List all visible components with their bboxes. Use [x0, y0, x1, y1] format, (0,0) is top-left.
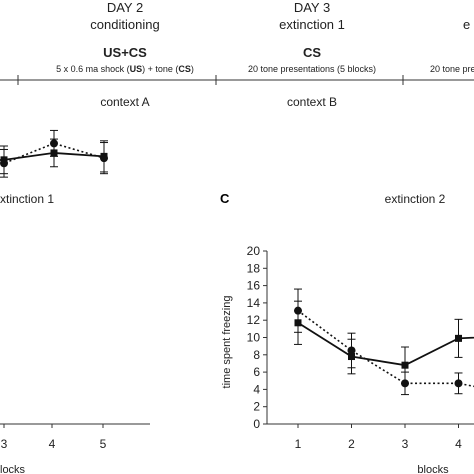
data-point-circle	[347, 346, 356, 355]
series-line-dotted	[0, 142, 105, 165]
y-tick-label: 4	[253, 382, 260, 396]
data-point-circle	[401, 379, 409, 388]
x-tick-label: 1	[295, 437, 302, 451]
data-point-circle	[294, 306, 302, 315]
y-tick-label: 20	[247, 244, 261, 258]
panel-c-chart: C extinction 2 time spent freezing 0 2 4 6 8…	[220, 191, 474, 474]
series-line-dotted	[297, 310, 474, 388]
day2-detail: 5 x 0.6 ma shock (US) + tone (CS)	[56, 64, 194, 74]
y-tick-label: 18	[247, 261, 261, 275]
series-line-solid	[297, 322, 474, 367]
panel-c-title: extinction 2	[385, 192, 446, 206]
x-tick-label: 2	[348, 437, 355, 451]
day2-stimulus: US+CS	[103, 45, 147, 60]
day2-label: DAY 2	[106, 0, 144, 15]
panel-c-ylabel: time spent freezing	[221, 296, 233, 389]
y-tick-label: 16	[247, 279, 261, 293]
data-point-circle	[100, 154, 108, 163]
data-point-circle	[454, 379, 463, 388]
panel-c-letter: C	[220, 191, 230, 206]
series-line-solid	[0, 152, 105, 161]
day3-detail: 20 tone presentations (5 blocks)	[247, 64, 377, 74]
panel-c-xlabel: blocks	[417, 464, 449, 474]
panel-b-chart: xtinction 1 3 4 5 locks	[0, 129, 150, 474]
x-tick-label: 3	[1, 437, 8, 451]
x-tick-label: 3	[402, 437, 409, 451]
data-point-circle	[50, 139, 58, 148]
y-tick-label: 6	[253, 365, 260, 379]
data-point-square	[401, 361, 409, 369]
day3-phase: extinction 1	[279, 17, 345, 32]
day3-stimulus: CS	[302, 45, 322, 60]
timeline-axis	[0, 75, 474, 85]
data-point-square	[455, 334, 462, 342]
day4-phase-fragment: e	[463, 17, 471, 32]
y-tick-label: 8	[253, 348, 260, 362]
x-tick-label: 4	[455, 437, 462, 451]
panel-b-xlabel-fragment: locks	[0, 464, 26, 474]
day4-detail-fragment: 20 tone pre	[430, 64, 474, 74]
day2-context: context A	[100, 95, 150, 109]
panel-b-title-fragment: xtinction 1	[0, 192, 54, 206]
y-tick-label: 10	[247, 331, 261, 345]
day2-phase: conditioning	[90, 17, 160, 32]
y-tick-label: 2	[253, 400, 260, 414]
day3-label: DAY 3	[293, 0, 331, 15]
x-tick-label: 4	[49, 437, 56, 451]
data-point-circle	[0, 159, 8, 168]
day3-context: context B	[286, 95, 338, 109]
y-tick-label: 14	[247, 296, 261, 310]
y-tick-label: 0	[253, 417, 260, 431]
y-tick-label: 12	[247, 313, 261, 327]
x-tick-label: 5	[100, 437, 107, 451]
